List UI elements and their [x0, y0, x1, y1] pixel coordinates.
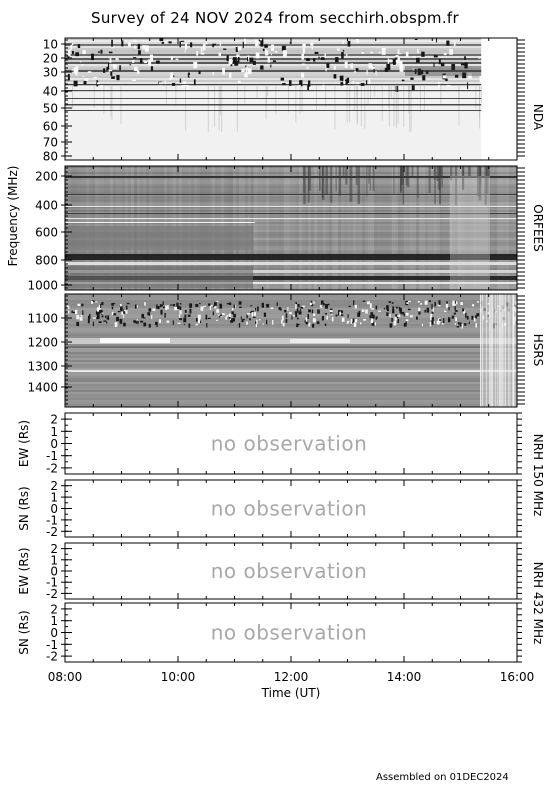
ytick-label-nrh150sn: -2 — [46, 525, 58, 539]
ytick-label-hsrs: 1200 — [27, 336, 58, 350]
ytick-label-hsrs: 1100 — [27, 312, 58, 326]
ytick-label-nrh432ew: 0 — [50, 565, 58, 579]
no-observation-nrh432ew: no observation — [211, 559, 368, 583]
ytick-label-nrh150ew: 0 — [50, 437, 58, 451]
ytick-label-hsrs: 1400 — [27, 381, 58, 395]
ytick-label-nda: 60 — [43, 120, 58, 134]
time-axis-label: Time (UT) — [261, 686, 321, 700]
ylabel-nrh150ew: EW (Rs) — [17, 420, 31, 467]
orfees-spectrogram — [65, 166, 517, 290]
no-observation-nrh150sn: no observation — [211, 497, 368, 521]
ytick-label-nda: 10 — [43, 38, 58, 52]
hsrs-spectrogram — [65, 294, 517, 407]
ytick-label-nrh432sn: -1 — [46, 638, 58, 652]
ytick-label-nrh150sn: -1 — [46, 513, 58, 527]
ytick-label-nrh150ew: -2 — [46, 461, 58, 475]
instrument-label-orfees: ORFEES — [531, 204, 545, 251]
ytick-label-nrh432sn: 1 — [50, 614, 58, 628]
instrument-label-nda: NDA — [531, 104, 545, 131]
ytick-label-nrh432sn: 2 — [50, 602, 58, 616]
xtick-label: 12:00 — [274, 670, 309, 684]
ytick-label-nrh150sn: 0 — [50, 502, 58, 516]
ytick-label-nrh150sn: 1 — [50, 491, 58, 505]
ytick-label-nrh150ew: 2 — [50, 413, 58, 427]
nda-spectrogram — [65, 38, 484, 160]
no-observation-nrh150ew: no observation — [211, 432, 368, 456]
instrument-label-nrh432: NRH 432 MHz — [531, 562, 545, 645]
xtick-label: 08:00 — [48, 670, 83, 684]
ytick-label-nrh432sn: -2 — [46, 650, 58, 664]
ytick-label-orfees: 800 — [35, 254, 58, 268]
ytick-label-nda: 50 — [43, 102, 58, 116]
ytick-label-nrh432sn: 0 — [50, 626, 58, 640]
ytick-label-hsrs: 1300 — [27, 360, 58, 374]
ytick-label-nda: 20 — [43, 52, 58, 66]
xtick-label: 14:00 — [387, 670, 422, 684]
panel-annotations: no observation EW (Rs) no observation SN (R… — [6, 104, 545, 700]
ylabel-nrh432ew: EW (Rs) — [17, 547, 31, 594]
tick-marks — [61, 38, 525, 663]
ytick-label-nrh150ew: 1 — [50, 425, 58, 439]
ytick-label-nda: 80 — [43, 150, 58, 164]
ytick-label-nrh432ew: 2 — [50, 542, 58, 556]
instrument-label-nrh150: NRH 150 MHz — [531, 434, 545, 517]
ylabel-nrh150sn: SN (Rs) — [17, 486, 31, 530]
ytick-label-orfees: 600 — [35, 226, 58, 240]
ytick-label-nda: 30 — [43, 66, 58, 80]
spectrogram-layer — [65, 38, 517, 407]
ytick-label-nda: 70 — [43, 136, 58, 150]
ytick-label-nda: 40 — [43, 85, 58, 99]
no-observation-nrh432sn: no observation — [211, 621, 368, 645]
ytick-label-nrh150sn: 2 — [50, 479, 58, 493]
ylabel-nrh432sn: SN (Rs) — [17, 610, 31, 654]
ytick-label-nrh432ew: -2 — [46, 587, 58, 601]
ytick-label-nrh150ew: -1 — [46, 449, 58, 463]
ytick-label-orfees: 1000 — [27, 279, 58, 293]
tick-labels: 1020304050607080200400600800100011001200… — [27, 38, 534, 685]
xtick-label: 16:00 — [500, 670, 535, 684]
ytick-label-nrh432ew: -1 — [46, 576, 58, 590]
chart-title: Survey of 24 NOV 2024 from secchirh.obsp… — [91, 9, 459, 27]
xtick-label: 10:00 — [161, 670, 196, 684]
assembled-date: Assembled on 01DEC2024 — [376, 772, 509, 783]
ytick-label-orfees: 200 — [35, 170, 58, 184]
frequency-axis-label: Frequency (MHz) — [6, 166, 20, 267]
instrument-label-hsrs: HSRS — [531, 334, 545, 367]
ytick-label-nrh432ew: 1 — [50, 553, 58, 567]
ytick-label-orfees: 400 — [35, 199, 58, 213]
